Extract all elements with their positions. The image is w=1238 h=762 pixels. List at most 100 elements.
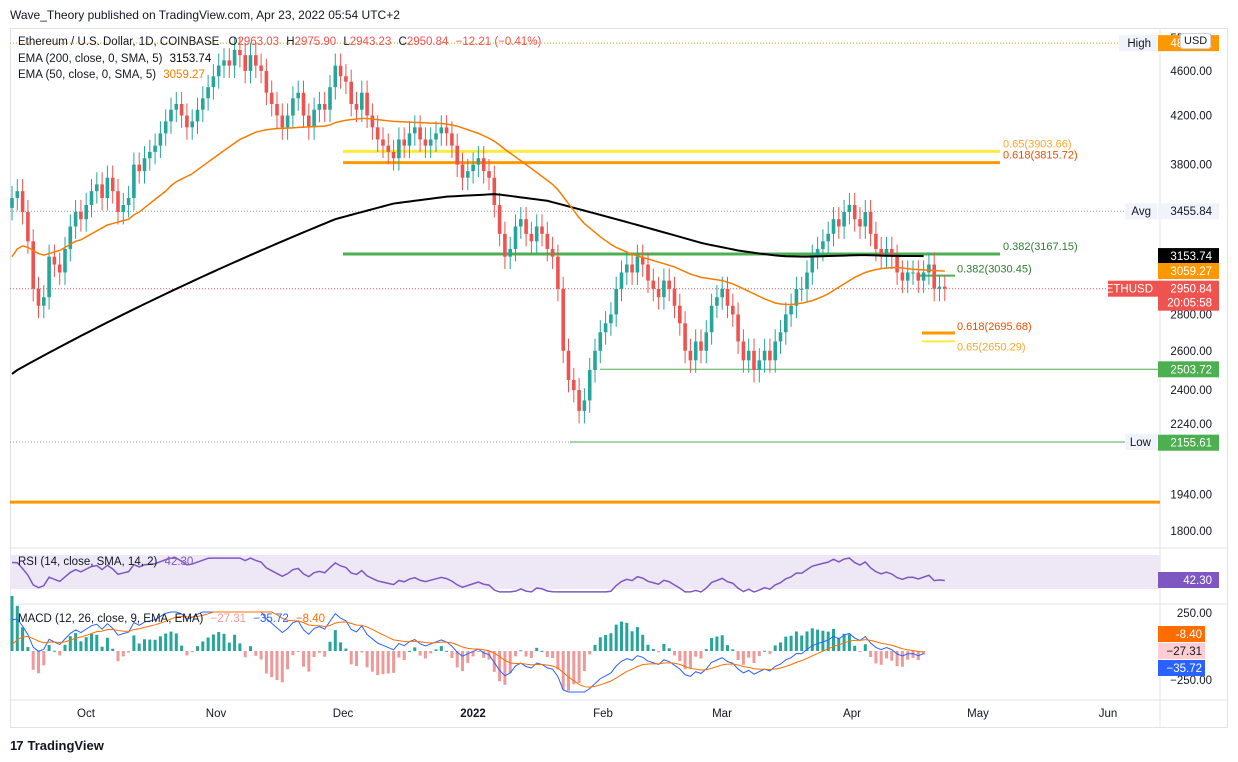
price-axis: 5500.004600.004200.003800.002800.002600.…	[1106, 33, 1219, 538]
fib-level-label: 0.382(3167.15)	[1003, 241, 1078, 253]
price-label-tag	[1125, 433, 1157, 450]
candle-body	[89, 191, 94, 205]
macd-histogram-bar	[280, 651, 284, 683]
macd-histogram-bar	[773, 645, 777, 651]
macd-histogram-bar	[863, 644, 867, 651]
macd-histogram-bar	[763, 650, 767, 652]
macd-histogram-bar	[84, 637, 88, 651]
macd-histogram-bar	[688, 651, 692, 669]
macd-histogram-bar	[408, 650, 411, 652]
macd-histogram-bar	[482, 651, 486, 658]
candle-body	[190, 121, 194, 128]
symbol-title: Ethereum / U.S. Dollar, 1D, COINBASE	[18, 36, 220, 48]
macd-histogram-bar	[169, 631, 173, 651]
candle-body	[381, 139, 385, 146]
macd-histogram-bar	[757, 651, 761, 657]
price-label-tag-text: High	[1127, 38, 1151, 50]
tradingview-logo-icon: 17	[10, 738, 24, 753]
candle-body	[890, 248, 894, 257]
candle-body	[460, 164, 465, 178]
macd-histogram-bar	[635, 627, 639, 651]
candle-body	[752, 350, 756, 371]
candle-body	[609, 314, 613, 324]
candle-body	[741, 341, 746, 361]
price-axis-tick: 2240.00	[1170, 419, 1212, 431]
macd-histogram-bar	[243, 651, 247, 658]
candle-body	[725, 288, 730, 306]
macd-histogram-bar	[816, 629, 820, 651]
macd-histogram-bar	[286, 651, 290, 670]
ema200-legend: EMA (200, close, 0, SMA, 5) 3153.74	[18, 53, 211, 65]
macd-histogram-bar	[826, 631, 830, 651]
candle-body	[497, 204, 502, 234]
macd-histogram-bar	[26, 646, 30, 651]
candle-body	[762, 350, 767, 361]
macd-histogram-bar	[349, 651, 353, 665]
macd-histogram-bar	[15, 605, 19, 651]
candle-body	[57, 264, 62, 273]
candle-body	[492, 177, 497, 205]
candle-body	[238, 50, 242, 56]
macd-histogram-bar	[551, 651, 555, 659]
macd-histogram-bar	[63, 644, 67, 651]
candle-body	[603, 323, 608, 333]
candle-body	[921, 272, 926, 281]
macd-badge-text: −27.31	[1167, 646, 1203, 658]
countdown-text: 20:05:58	[1167, 298, 1212, 310]
macd-signal-line	[11, 611, 924, 688]
macd-histogram-bar	[21, 627, 25, 651]
time-axis-tick: Dec	[333, 708, 354, 720]
price-axis-tick: 2800.00	[1170, 309, 1212, 321]
macd-histogram-bar	[217, 632, 221, 651]
candle-body	[105, 177, 110, 199]
macd-legend: MACD (12, 26, close, 9, EMA, EMA) −27.31…	[18, 613, 325, 625]
macd-histogram-bar	[259, 651, 263, 660]
chart-frame[interactable]	[10, 28, 1228, 728]
price-badge	[1158, 203, 1219, 220]
candle-body	[360, 92, 364, 110]
candle-body	[768, 350, 772, 361]
candle-body	[582, 400, 587, 411]
macd-histogram-bar	[630, 631, 634, 651]
macd-histogram-bar	[476, 651, 480, 652]
macd-histogram-bar	[439, 646, 443, 651]
macd-histogram-bar	[402, 651, 406, 661]
candle-body	[423, 139, 428, 146]
price-label-tag-text: Avg	[1131, 206, 1151, 218]
candle-body	[121, 204, 126, 213]
macd-histogram-bar	[561, 651, 565, 690]
price-badge-text: 2155.61	[1170, 438, 1212, 450]
macd-histogram-bar	[789, 635, 793, 651]
candle-body	[285, 115, 290, 128]
candle-body	[455, 145, 459, 165]
macd-histogram-bar	[741, 651, 745, 665]
macd-histogram-bar	[206, 637, 210, 651]
ema50-value: 3059.27	[163, 69, 205, 81]
candle-body	[26, 212, 30, 242]
candle-body	[397, 139, 401, 159]
macd-histogram-bar	[455, 651, 459, 668]
macd-histogram-bar	[185, 651, 189, 656]
price-axis-tick: 4600.00	[1170, 66, 1212, 78]
candle-body	[216, 65, 221, 77]
symbol-tag	[1108, 280, 1158, 297]
currency-button[interactable]: USD	[1180, 33, 1212, 49]
candle-body	[413, 127, 417, 134]
candle-body	[163, 121, 168, 134]
macd-histogram-bar	[715, 636, 719, 651]
macd-histogram-bar	[450, 651, 454, 659]
fib-level-label: 0.618(3815.72)	[1003, 150, 1078, 162]
candle-body	[715, 297, 719, 306]
macd-histogram-bar	[890, 651, 894, 661]
candle-body	[365, 92, 369, 116]
macd-histogram-bar	[100, 646, 104, 651]
price-axis-tick: 1940.00	[1170, 489, 1212, 501]
rsi-badge	[1158, 572, 1219, 588]
macd-badge	[1158, 626, 1205, 642]
candle-body	[556, 256, 560, 289]
price-axis-tick: 2600.00	[1170, 346, 1212, 358]
candle-body	[852, 204, 857, 220]
macd-histogram-bar	[264, 651, 268, 674]
macd-histogram-bar	[461, 651, 464, 672]
